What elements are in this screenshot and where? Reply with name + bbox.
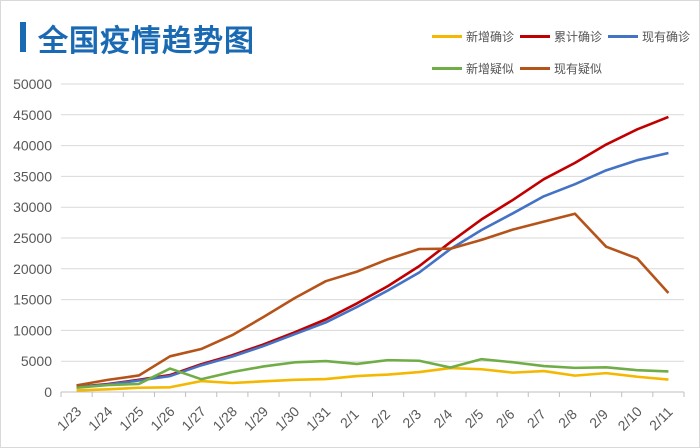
chart-title: 全国疫情趋势图 [38, 24, 255, 59]
legend-label: 新增确诊 [466, 30, 515, 44]
x-tick-label: 1/27 [178, 403, 209, 434]
x-tick-label: 2/8 [555, 406, 580, 431]
series-line-1 [76, 115, 669, 389]
series-line-0 [76, 366, 669, 392]
y-tick-label: 20000 [13, 261, 52, 277]
x-tick-label: 2/11 [646, 403, 676, 433]
x-tick-label: 1/25 [116, 403, 147, 434]
y-tick-label: 50000 [13, 76, 52, 92]
x-tick-label: 1/23 [54, 403, 85, 434]
legend-swatch [608, 35, 638, 38]
legend-item-current-confirmed: 现有确诊 [608, 28, 690, 45]
y-tick-label: 30000 [13, 199, 52, 215]
x-tick-label: 2/6 [493, 406, 518, 431]
legend-label: 新增疑似 [466, 62, 515, 76]
legend-swatch [520, 67, 550, 70]
x-tick-label: 1/29 [241, 403, 272, 434]
legend-swatch [432, 35, 462, 38]
y-tick-label: 10000 [13, 322, 52, 338]
legend-label: 现有疑似 [554, 62, 603, 76]
x-tick-label: 2/2 [368, 406, 393, 431]
x-tick-label: 2/5 [461, 406, 486, 431]
series-line-3 [76, 357, 669, 389]
x-tick-label: 2/10 [614, 403, 645, 434]
legend-label: 现有确诊 [642, 30, 691, 44]
legend-label: 累计确诊 [554, 30, 603, 44]
y-tick-label: 40000 [13, 138, 52, 154]
legend-item-new-suspected: 新增疑似 [432, 60, 514, 77]
y-tick-label: 45000 [13, 107, 52, 123]
y-tick-label: 25000 [13, 230, 52, 246]
legend-item-new-confirmed: 新增确诊 [432, 28, 514, 45]
x-tick-label: 2/9 [586, 406, 611, 431]
legend-item-total-confirmed: 累计确诊 [520, 28, 602, 45]
legend-swatch [520, 35, 550, 38]
x-tick-label: 1/24 [85, 403, 116, 434]
y-tick-label: 0 [44, 384, 52, 400]
y-tick-label: 35000 [13, 168, 52, 184]
x-tick-label: 2/4 [430, 406, 455, 431]
y-tick-label: 5000 [21, 353, 52, 369]
series-line-2 [76, 151, 669, 389]
series-line-4 [76, 212, 670, 387]
title-accent-bar [20, 22, 26, 52]
x-tick-label: 1/30 [272, 403, 303, 434]
x-tick-label: 1/28 [209, 403, 240, 434]
x-tick-label: 1/26 [147, 403, 178, 434]
x-tick-label: 2/7 [524, 406, 549, 431]
y-tick-label: 15000 [13, 292, 52, 308]
x-tick-label: 1/31 [303, 403, 334, 434]
legend-item-current-suspected: 现有疑似 [520, 60, 602, 77]
x-tick-label: 2/1 [337, 406, 362, 431]
legend-swatch [432, 67, 462, 70]
x-tick-label: 2/3 [399, 406, 424, 431]
